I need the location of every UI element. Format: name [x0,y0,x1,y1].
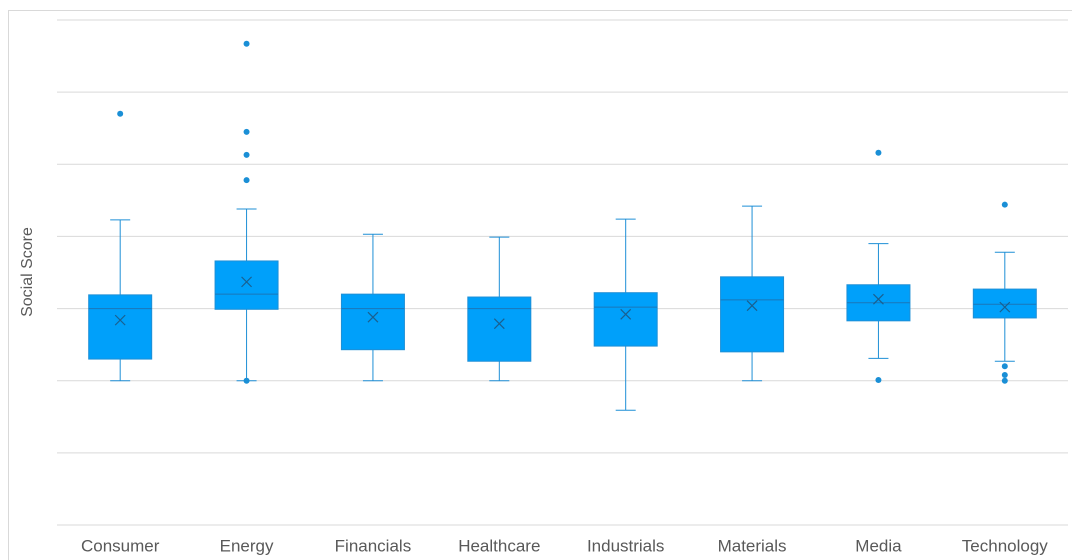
x-tick-label: Technology [962,536,1049,555]
outlier [1001,377,1008,384]
box [214,260,279,310]
mean-marker [999,301,1011,313]
box [340,293,405,351]
mean-marker [493,318,505,330]
box [88,294,153,360]
x-tick-label: Media [855,536,902,555]
outlier [243,128,250,135]
mean-marker [746,300,758,312]
box [593,292,658,347]
mean-marker [367,311,379,323]
mean-marker [241,276,252,288]
mean-marker [620,308,632,320]
box [467,296,532,362]
chart-border [8,10,1072,560]
outlier [1001,371,1008,378]
outlier [117,110,124,117]
outlier [243,177,250,184]
x-tick-label: Materials [718,536,787,555]
box [720,276,785,353]
x-tick-label: Consumer [81,536,160,555]
mean-marker [873,293,884,305]
x-tick-label: Industrials [587,536,664,555]
x-tick-label: Financials [335,536,412,555]
outlier [875,149,882,156]
outlier [243,151,250,158]
box [972,288,1037,319]
outlier [243,40,250,47]
y-axis-label: Social Score [19,227,36,317]
x-tick-label: Healthcare [458,536,540,555]
outlier [1001,363,1008,370]
x-tick-label: Energy [220,536,274,555]
mean-marker [114,314,126,326]
outlier [875,376,882,383]
outlier [243,377,250,384]
outlier [1001,201,1008,208]
